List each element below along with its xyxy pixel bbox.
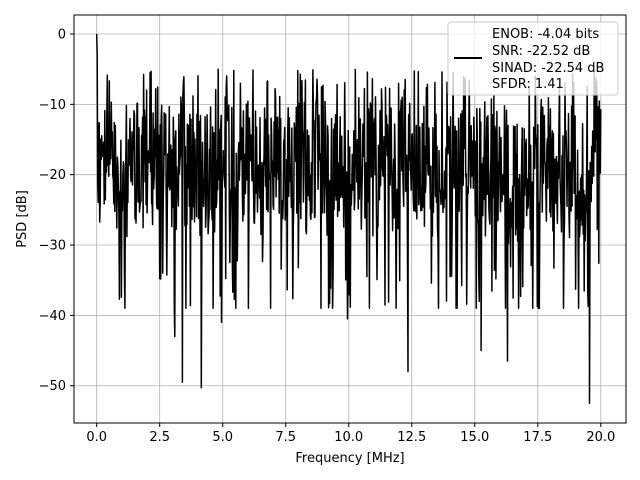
legend-enob: ENOB: -4.04 bits (492, 27, 599, 42)
x-tick-label: 0.0 (86, 430, 107, 445)
legend: ENOB: -4.04 bits SNR: -22.52 dB SINAD: -… (447, 21, 619, 96)
x-tick-label: 15.0 (460, 430, 489, 445)
legend-sinad: SINAD: -22.54 dB (492, 61, 604, 76)
x-axis-label: Frequency [MHz] (295, 451, 404, 466)
axes-frame (73, 14, 627, 424)
y-axis-label: PSD [dB] (15, 190, 30, 248)
x-tick-label: 20.0 (586, 430, 615, 445)
x-tick-label: 17.5 (523, 430, 552, 445)
y-tick-label: −30 (39, 239, 66, 254)
legend-snr: SNR: -22.52 dB (492, 44, 590, 59)
y-tick-label: 0 (58, 27, 66, 42)
legend-sfdr: SFDR: 1.41 (492, 77, 564, 92)
y-tick-label: −20 (39, 168, 66, 183)
x-tick-label: 7.5 (275, 430, 296, 445)
x-tick-label: 5.0 (212, 430, 233, 445)
axis-ticks: 0.0 2.5 5.0 7.5 10.0 12.5 15.0 17.5 20.0 0 −10 −20 −… (39, 27, 616, 445)
y-tick-label: −40 (39, 309, 66, 324)
x-tick-label: 2.5 (149, 430, 170, 445)
y-tick-label: −50 (39, 379, 66, 394)
legend-box (447, 21, 619, 96)
plot-area (95, 33, 602, 405)
x-tick-label: 12.5 (397, 430, 426, 445)
x-tick-label: 10.0 (334, 430, 363, 445)
psd-series-line (95, 33, 602, 405)
y-tick-label: −10 (39, 98, 66, 113)
